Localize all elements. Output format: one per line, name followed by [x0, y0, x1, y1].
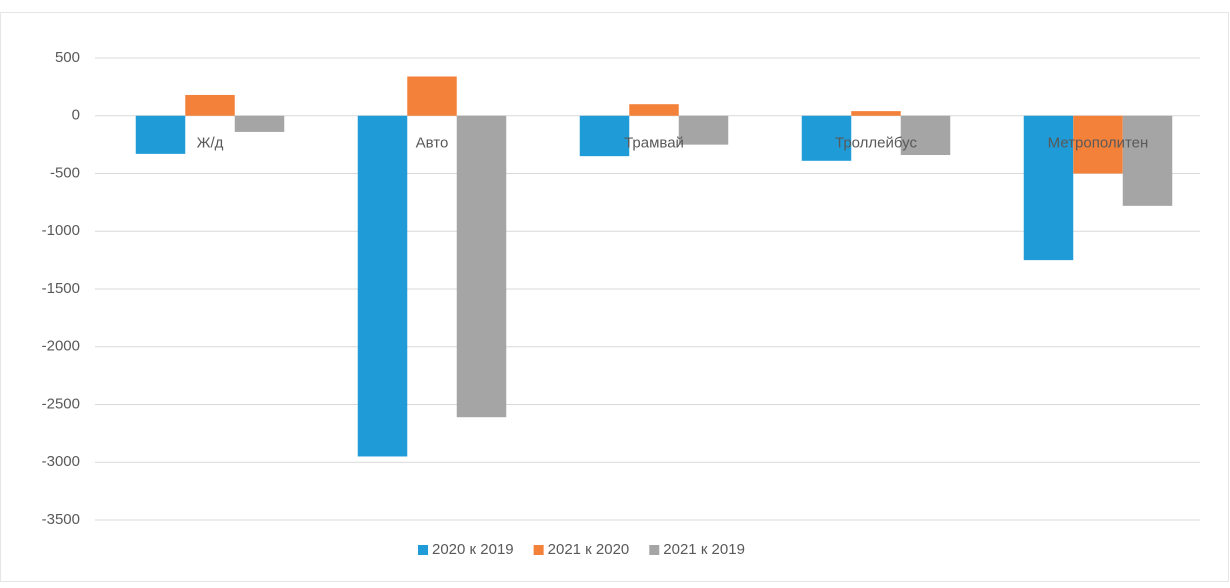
bar: [185, 94, 235, 116]
legend-label: 2021 к 2020: [548, 541, 630, 558]
bar: [579, 115, 630, 157]
bar: [678, 115, 729, 145]
y-tick-label: 0: [72, 107, 80, 124]
legend-label: 2020 к 2019: [432, 541, 514, 558]
legend-swatch: [533, 545, 544, 555]
category-label: Авто: [416, 135, 449, 152]
category-label: Метрополитен: [1048, 135, 1149, 152]
bar: [1122, 115, 1173, 206]
bar: [629, 104, 679, 116]
y-tick-label: -1000: [42, 222, 80, 239]
category-label: Троллейбус: [835, 135, 917, 152]
category-label: Ж/д: [197, 135, 224, 152]
y-tick-label: -2500: [42, 395, 80, 412]
category-label: Трамвай: [624, 135, 684, 152]
y-tick-label: -3000: [42, 453, 80, 470]
legend-swatch: [418, 545, 428, 555]
y-tick-label: -1500: [42, 280, 80, 297]
y-tick-label: -500: [50, 164, 80, 181]
y-tick-label: -3500: [42, 511, 80, 528]
bar: [851, 111, 901, 116]
bar: [801, 115, 852, 161]
bar: [1023, 115, 1074, 261]
y-tick-label: 500: [55, 49, 80, 66]
legend-label: 2021 к 2019: [663, 541, 745, 558]
bar: [1073, 115, 1123, 174]
legend-swatch: [649, 545, 660, 555]
y-tick-label: -2000: [42, 338, 80, 355]
bar: [900, 115, 951, 156]
bar: [234, 115, 285, 132]
bar: [357, 115, 408, 457]
bar: [456, 115, 507, 418]
bar: [407, 76, 457, 116]
bar: [135, 115, 186, 154]
chart-border: [0, 12, 1229, 582]
